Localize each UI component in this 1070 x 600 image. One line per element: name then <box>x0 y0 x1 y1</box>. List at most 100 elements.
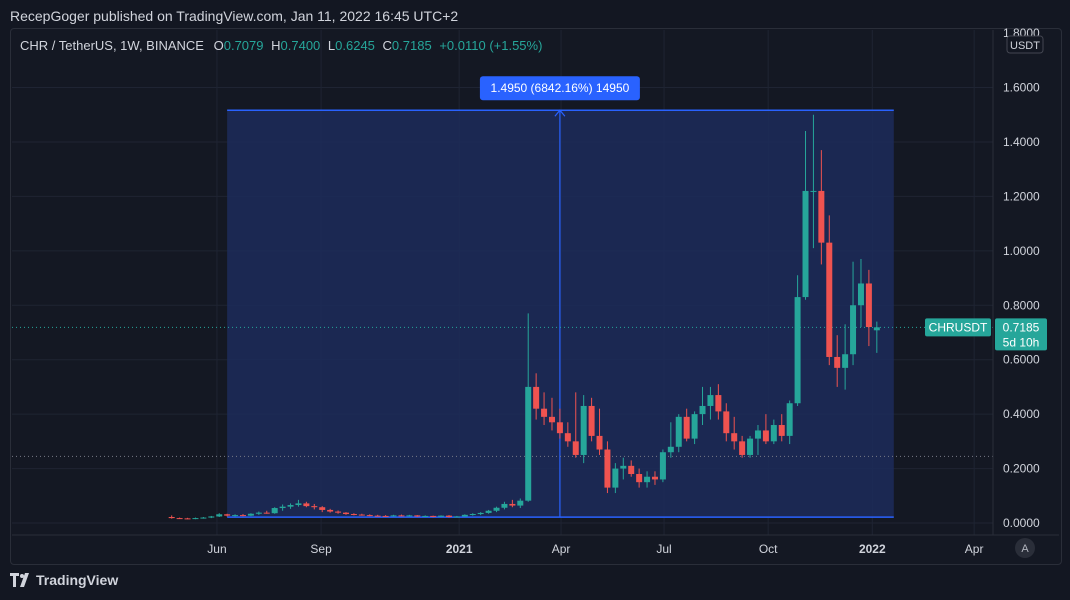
candle-body <box>683 416 690 439</box>
y-tick-label: 1.6000 <box>1003 81 1040 95</box>
candle-body <box>350 514 357 516</box>
candle-body <box>691 414 698 439</box>
candle-body <box>548 416 555 423</box>
candle-body <box>501 503 508 508</box>
high-label: H <box>271 38 281 53</box>
candle-body <box>438 515 445 517</box>
candle-body <box>192 518 199 520</box>
candle-body <box>770 425 777 442</box>
candle <box>548 397 555 431</box>
candle <box>350 513 357 516</box>
close-label: C <box>382 38 392 53</box>
candle <box>667 422 674 458</box>
candle <box>517 498 524 509</box>
candle <box>857 258 864 328</box>
candle-body <box>422 515 429 517</box>
candle-body <box>739 441 746 455</box>
candle-body <box>247 513 254 516</box>
candle-body <box>461 514 468 517</box>
open-value: 0.7079 <box>223 38 264 53</box>
candle <box>604 441 611 494</box>
change-value: +0.0110 (+1.55%) <box>439 38 543 53</box>
candle <box>747 435 754 458</box>
candle <box>786 400 793 445</box>
candle-body <box>659 452 666 480</box>
close-value: 0.7185 <box>391 38 432 53</box>
candle-body <box>699 405 706 415</box>
candle-body <box>509 503 516 506</box>
candle <box>469 513 476 516</box>
candle-body <box>644 476 651 483</box>
candle-body <box>295 503 302 506</box>
candle-body <box>414 515 421 517</box>
candle <box>699 386 706 426</box>
candle <box>588 397 595 442</box>
candle-body <box>707 395 714 406</box>
low-label: L <box>327 38 336 53</box>
candle-body <box>342 512 349 515</box>
candle <box>541 392 548 426</box>
candle <box>271 507 278 514</box>
candle <box>327 508 334 513</box>
candle-body <box>731 433 738 442</box>
candle <box>453 515 460 518</box>
candle-body <box>826 242 833 357</box>
candle-body <box>311 506 318 508</box>
x-tick-label: Jul <box>656 542 671 556</box>
candle <box>873 321 880 353</box>
auto-scale-button[interactable]: A <box>1015 538 1035 558</box>
candle <box>770 419 777 445</box>
candle <box>707 386 714 420</box>
candle-body <box>485 510 492 513</box>
candle-body <box>319 507 326 510</box>
candle <box>200 517 207 519</box>
candle <box>636 468 643 488</box>
candle-body <box>279 506 286 509</box>
candle-body <box>541 408 548 417</box>
candle <box>691 411 698 445</box>
candle <box>430 515 437 518</box>
high-value: 0.7400 <box>280 38 321 53</box>
candle-body <box>374 515 381 517</box>
candle-body <box>651 476 658 480</box>
candle <box>723 403 730 442</box>
candle <box>533 373 540 420</box>
last-price-tag <box>995 318 1047 351</box>
y-tick-label: 0.6000 <box>1003 353 1040 367</box>
candle-body <box>271 508 278 514</box>
candle <box>620 457 627 480</box>
candle <box>572 392 579 458</box>
candle-body <box>723 411 730 434</box>
low-value: 0.6245 <box>335 38 375 53</box>
candle <box>628 460 635 477</box>
x-tick-label: Sep <box>310 542 332 556</box>
candle-body <box>224 514 231 516</box>
candle-body <box>445 515 452 518</box>
candle-body <box>406 515 413 517</box>
candle-body <box>572 441 579 455</box>
candle-body <box>208 516 215 518</box>
y-tick-label: 0.2000 <box>1003 462 1040 476</box>
candle-body <box>517 500 524 506</box>
candle-body <box>263 512 270 514</box>
tradingview-brand[interactable]: TradingView <box>10 572 118 590</box>
y-tick-label: 0.4000 <box>1003 407 1040 421</box>
candle-body <box>810 190 817 192</box>
candle <box>842 324 849 390</box>
candle-body <box>564 433 571 442</box>
candle-body <box>255 512 262 514</box>
candle <box>556 408 563 439</box>
candle <box>818 150 825 265</box>
measure-arrow-head-icon <box>554 109 566 117</box>
candle <box>731 416 738 450</box>
candle-body <box>469 514 476 516</box>
candle <box>303 501 310 508</box>
candle <box>414 515 421 518</box>
candle <box>564 422 571 447</box>
candle <box>739 435 746 458</box>
candle <box>422 515 429 518</box>
candle <box>802 131 809 300</box>
symbol-title[interactable]: CHR / TetherUS, 1W, BINANCE <box>20 38 204 53</box>
candle <box>580 395 587 464</box>
